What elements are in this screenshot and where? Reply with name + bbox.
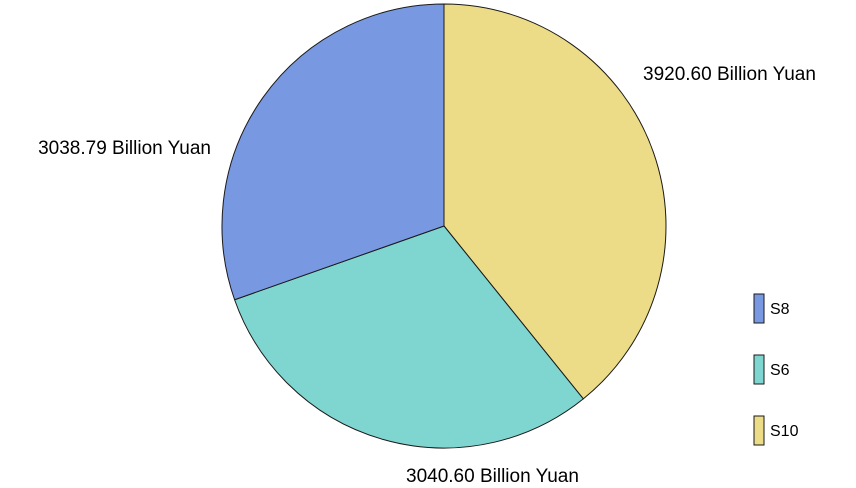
legend-swatch-s6 <box>753 354 765 385</box>
pie-slice-s6 <box>234 225 584 449</box>
legend-swatch-s8 <box>753 293 765 324</box>
slice-label-s6: 3040.60 Billion Yuan <box>406 466 579 487</box>
slice-labels: 3920.60 Billion Yuan 3040.60 Billion Yuan… <box>38 64 816 487</box>
pie-slices <box>221 3 667 449</box>
pie-slice-s8 <box>221 3 445 301</box>
legend-label-s8: S8 <box>770 301 790 318</box>
legend-swatch-s10 <box>753 415 765 446</box>
legend: S8 S6 S10 <box>753 293 799 446</box>
slice-label-s10: 3920.60 Billion Yuan <box>643 64 816 85</box>
legend-label-s10: S10 <box>770 423 799 440</box>
pie-slice-s10 <box>443 3 667 400</box>
slice-label-s8: 3038.79 Billion Yuan <box>38 138 211 159</box>
legend-label-s6: S6 <box>770 362 790 379</box>
